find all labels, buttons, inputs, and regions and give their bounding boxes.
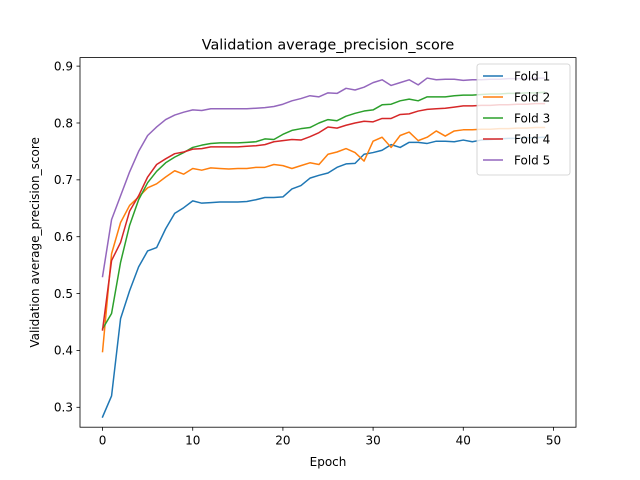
y-tick-label: 0.7	[54, 173, 73, 187]
y-axis-ticks: 0.3 0.4 0.5 0.6 0.7 0.8 0.9	[54, 59, 80, 415]
legend-label: Fold 2	[514, 90, 550, 104]
series-layer	[101, 77, 546, 418]
legend-frame	[476, 63, 571, 176]
series-line-fold-3	[101, 91, 546, 330]
x-tick-label: 40	[456, 434, 471, 448]
series-line-fold-5	[101, 77, 546, 278]
legend-label: Fold 4	[514, 132, 550, 146]
y-tick-label: 0.6	[54, 230, 73, 244]
x-tick-label: 30	[365, 434, 380, 448]
legend-label: Fold 1	[514, 69, 550, 83]
y-tick-label: 0.5	[54, 287, 73, 301]
y-tick-label: 0.9	[54, 59, 73, 73]
y-tick-label: 0.8	[54, 116, 73, 130]
y-axis-label: Validation average_precision_score	[28, 137, 42, 348]
series-line-fold-4	[101, 102, 546, 331]
plot-frame	[79, 57, 577, 428]
y-tick-label: 0.3	[54, 401, 73, 415]
series-line-fold-2	[101, 126, 546, 353]
y-tick-label: 0.4	[54, 344, 73, 358]
x-tick-label: 50	[546, 434, 561, 448]
x-tick-label: 20	[275, 434, 290, 448]
x-tick-label: 0	[99, 434, 107, 448]
series-line-fold-1	[101, 136, 546, 418]
legend-label: Fold 5	[514, 153, 550, 167]
chart-title: Validation average_precision_score	[202, 38, 455, 54]
x-axis-ticks: 0 10 20 30 40 50	[99, 427, 561, 448]
x-tick-label: 10	[185, 434, 200, 448]
legend-label: Fold 3	[514, 111, 550, 125]
x-axis-label: Epoch	[310, 455, 347, 469]
legend: Fold 1 Fold 2 Fold 3 Fold 4 Fold 5	[476, 63, 571, 176]
